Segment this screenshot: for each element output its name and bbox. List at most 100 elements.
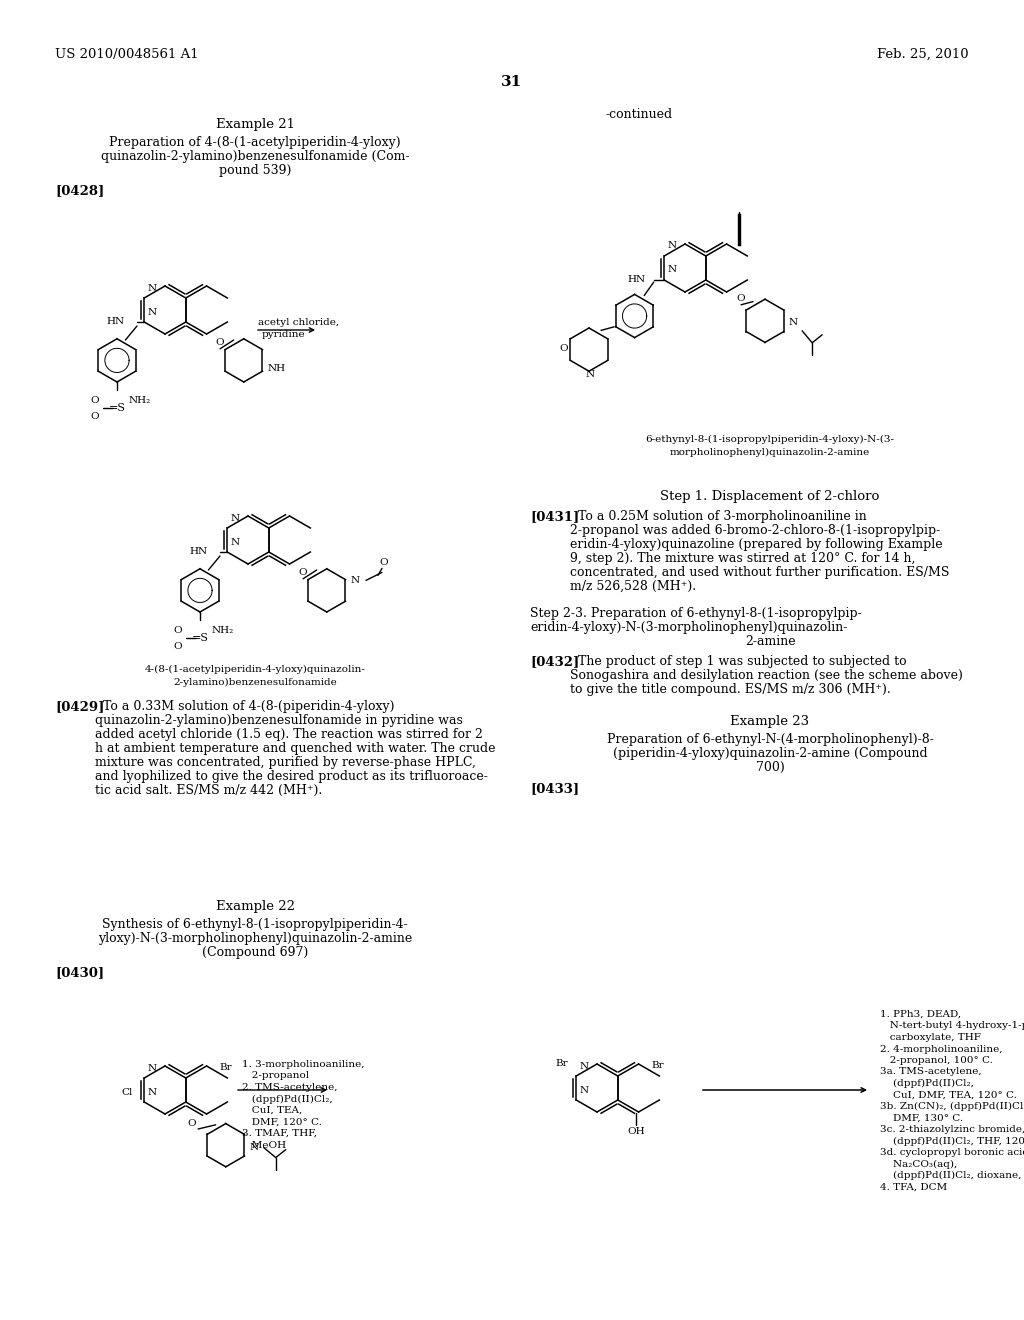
Text: 1. PPh3, DEAD,: 1. PPh3, DEAD, xyxy=(880,1010,962,1019)
Text: O: O xyxy=(380,558,388,566)
Text: concentrated, and used without further purification. ES/MS: concentrated, and used without further p… xyxy=(570,566,949,579)
Text: [0431]: [0431] xyxy=(530,510,580,523)
Text: 2. 4-morpholinoaniline,: 2. 4-morpholinoaniline, xyxy=(880,1044,1002,1053)
Text: Preparation of 6-ethynyl-N-(4-morpholinophenyl)-8-: Preparation of 6-ethynyl-N-(4-morpholino… xyxy=(606,733,934,746)
Text: DMF, 130° C.: DMF, 130° C. xyxy=(880,1114,964,1122)
Text: 3. TMAF, THF,: 3. TMAF, THF, xyxy=(242,1129,317,1138)
Text: m/z 526,528 (MH⁺).: m/z 526,528 (MH⁺). xyxy=(570,579,696,593)
Text: morpholinophenyl)quinazolin-2-amine: morpholinophenyl)quinazolin-2-amine xyxy=(670,447,870,457)
Text: 9, step 2). The mixture was stirred at 120° C. for 14 h,: 9, step 2). The mixture was stirred at 1… xyxy=(570,552,915,565)
Text: Sonogashira and desilylation reaction (see the scheme above): Sonogashira and desilylation reaction (s… xyxy=(570,669,963,682)
Text: N: N xyxy=(230,539,240,546)
Text: N: N xyxy=(580,1061,589,1071)
Text: N: N xyxy=(668,265,677,273)
Text: NH₂: NH₂ xyxy=(212,627,234,635)
Text: NH: NH xyxy=(267,364,286,372)
Text: HN: HN xyxy=(106,318,125,326)
Text: MeOH: MeOH xyxy=(242,1140,286,1150)
Text: (piperidin-4-yloxy)quinazolin-2-amine (Compound: (piperidin-4-yloxy)quinazolin-2-amine (C… xyxy=(612,747,928,760)
Text: 4. TFA, DCM: 4. TFA, DCM xyxy=(880,1183,947,1192)
Text: added acetyl chloride (1.5 eq). The reaction was stirred for 2: added acetyl chloride (1.5 eq). The reac… xyxy=(95,729,483,741)
Text: 3b. Zn(CN)₂, (dppf)Pd(II)Cl₂,: 3b. Zn(CN)₂, (dppf)Pd(II)Cl₂, xyxy=(880,1102,1024,1111)
Text: tic acid salt. ES/MS m/z 442 (MH⁺).: tic acid salt. ES/MS m/z 442 (MH⁺). xyxy=(95,784,323,797)
Text: Step 1. Displacement of 2-chloro: Step 1. Displacement of 2-chloro xyxy=(660,490,880,503)
Text: CuI, DMF, TEA, 120° C.: CuI, DMF, TEA, 120° C. xyxy=(880,1090,1017,1100)
Text: Step 2-3. Preparation of 6-ethynyl-8-(1-isopropylpip-: Step 2-3. Preparation of 6-ethynyl-8-(1-… xyxy=(530,607,862,620)
Text: N: N xyxy=(668,240,677,249)
Text: 2-ylamino)benzenesulfonamide: 2-ylamino)benzenesulfonamide xyxy=(173,678,337,688)
Text: O: O xyxy=(91,396,99,405)
Text: CuI, TEA,: CuI, TEA, xyxy=(242,1106,302,1115)
Text: =S: =S xyxy=(193,634,209,643)
Text: 2. TMS-acetylene,: 2. TMS-acetylene, xyxy=(242,1082,338,1092)
Text: N: N xyxy=(230,513,240,523)
Text: N: N xyxy=(147,284,157,293)
Text: and lyophilized to give the desired product as its trifluoroace-: and lyophilized to give the desired prod… xyxy=(95,770,487,783)
Text: O: O xyxy=(91,412,99,421)
Text: 2-amine: 2-amine xyxy=(744,635,796,648)
Text: Example 22: Example 22 xyxy=(215,900,295,913)
Text: To a 0.33M solution of 4-(8-(piperidin-4-yloxy): To a 0.33M solution of 4-(8-(piperidin-4… xyxy=(95,700,394,713)
Text: eridin-4-yloxy)quinazoline (prepared by following Example: eridin-4-yloxy)quinazoline (prepared by … xyxy=(570,539,943,550)
Text: N: N xyxy=(147,1064,157,1073)
Text: Br: Br xyxy=(556,1060,568,1068)
Text: NH₂: NH₂ xyxy=(129,396,152,405)
Text: pound 539): pound 539) xyxy=(219,164,291,177)
Text: O: O xyxy=(559,345,568,352)
Text: [0428]: [0428] xyxy=(55,183,104,197)
Text: Synthesis of 6-ethynyl-8-(1-isopropylpiperidin-4-: Synthesis of 6-ethynyl-8-(1-isopropylpip… xyxy=(102,917,408,931)
Text: [0430]: [0430] xyxy=(55,966,104,979)
Text: mixture was concentrated, purified by reverse-phase HPLC,: mixture was concentrated, purified by re… xyxy=(95,756,476,770)
Text: To a 0.25M solution of 3-morpholinoaniline in: To a 0.25M solution of 3-morpholinoanili… xyxy=(570,510,866,523)
Text: O: O xyxy=(174,626,182,635)
Text: N: N xyxy=(147,1088,157,1097)
Text: 2-propanol was added 6-bromo-2-chloro-8-(1-isopropylpip-: 2-propanol was added 6-bromo-2-chloro-8-… xyxy=(570,524,940,537)
Text: =S: =S xyxy=(109,404,126,413)
Text: (dppf)Pd(II)Cl₂,: (dppf)Pd(II)Cl₂, xyxy=(880,1078,974,1088)
Text: Cl: Cl xyxy=(121,1088,132,1097)
Text: quinazolin-2-ylamino)benzenesulfonamide in pyridine was: quinazolin-2-ylamino)benzenesulfonamide … xyxy=(95,714,463,727)
Text: carboxylate, THF: carboxylate, THF xyxy=(880,1034,981,1041)
Text: N: N xyxy=(351,576,359,585)
Text: [0429]: [0429] xyxy=(55,700,104,713)
Text: N: N xyxy=(580,1086,589,1094)
Text: (Compound 697): (Compound 697) xyxy=(202,946,308,960)
Text: DMF, 120° C.: DMF, 120° C. xyxy=(242,1118,322,1126)
Text: O: O xyxy=(299,568,307,577)
Text: O: O xyxy=(736,294,745,304)
Text: h at ambient temperature and quenched with water. The crude: h at ambient temperature and quenched wi… xyxy=(95,742,496,755)
Text: (dppf)Pd(II)Cl₂,: (dppf)Pd(II)Cl₂, xyxy=(242,1094,333,1104)
Text: quinazolin-2-ylamino)benzenesulfonamide (Com-: quinazolin-2-ylamino)benzenesulfonamide … xyxy=(100,150,410,162)
Text: HN: HN xyxy=(628,276,646,285)
Text: 2-propanol, 100° C.: 2-propanol, 100° C. xyxy=(880,1056,993,1065)
Text: 31: 31 xyxy=(502,75,522,88)
Text: Example 23: Example 23 xyxy=(730,715,810,729)
Text: 3a. TMS-acetylene,: 3a. TMS-acetylene, xyxy=(880,1068,982,1077)
Text: to give the title compound. ES/MS m/z 306 (MH⁺).: to give the title compound. ES/MS m/z 30… xyxy=(570,682,891,696)
Text: eridin-4-yloxy)-N-(3-morpholinophenyl)quinazolin-: eridin-4-yloxy)-N-(3-morpholinophenyl)qu… xyxy=(530,620,848,634)
Text: 700): 700) xyxy=(756,762,784,774)
Text: [0432]: [0432] xyxy=(530,655,580,668)
Text: Br: Br xyxy=(220,1063,232,1072)
Text: pyridine: pyridine xyxy=(262,330,305,339)
Text: O: O xyxy=(216,338,224,347)
Text: 6-ethynyl-8-(1-isopropylpiperidin-4-yloxy)-N-(3-: 6-ethynyl-8-(1-isopropylpiperidin-4-ylox… xyxy=(645,436,895,444)
Text: N: N xyxy=(586,371,595,379)
Text: Br: Br xyxy=(651,1061,665,1069)
Text: N: N xyxy=(147,308,157,317)
Text: (dppf)Pd(II)Cl₂, THF, 120° C.: (dppf)Pd(II)Cl₂, THF, 120° C. xyxy=(880,1137,1024,1146)
Text: 3d. cyclopropyl boronic acid pinacol ester,: 3d. cyclopropyl boronic acid pinacol est… xyxy=(880,1148,1024,1158)
Text: -continued: -continued xyxy=(605,108,672,121)
Text: 2-propanol: 2-propanol xyxy=(242,1072,309,1081)
Text: Feb. 25, 2010: Feb. 25, 2010 xyxy=(878,48,969,61)
Text: Na₂CO₃(aq),: Na₂CO₃(aq), xyxy=(880,1159,957,1168)
Text: 3c. 2-thiazolylzinc bromide,: 3c. 2-thiazolylzinc bromide, xyxy=(880,1125,1024,1134)
Text: Example 21: Example 21 xyxy=(215,117,295,131)
Text: (dppf)Pd(II)Cl₂, dioxane, 120° C.: (dppf)Pd(II)Cl₂, dioxane, 120° C. xyxy=(880,1171,1024,1180)
Text: O: O xyxy=(174,642,182,651)
Text: acetyl chloride,: acetyl chloride, xyxy=(258,318,339,327)
Text: HN: HN xyxy=(189,548,208,557)
Text: N-tert-butyl 4-hydroxy-1-piperidine: N-tert-butyl 4-hydroxy-1-piperidine xyxy=(880,1022,1024,1031)
Text: O: O xyxy=(187,1119,197,1129)
Text: [0433]: [0433] xyxy=(530,781,580,795)
